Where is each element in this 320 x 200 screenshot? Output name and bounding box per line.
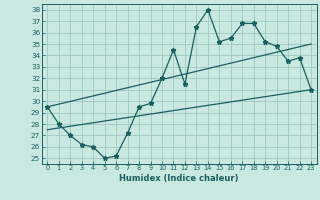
X-axis label: Humidex (Indice chaleur): Humidex (Indice chaleur) [119, 174, 239, 183]
